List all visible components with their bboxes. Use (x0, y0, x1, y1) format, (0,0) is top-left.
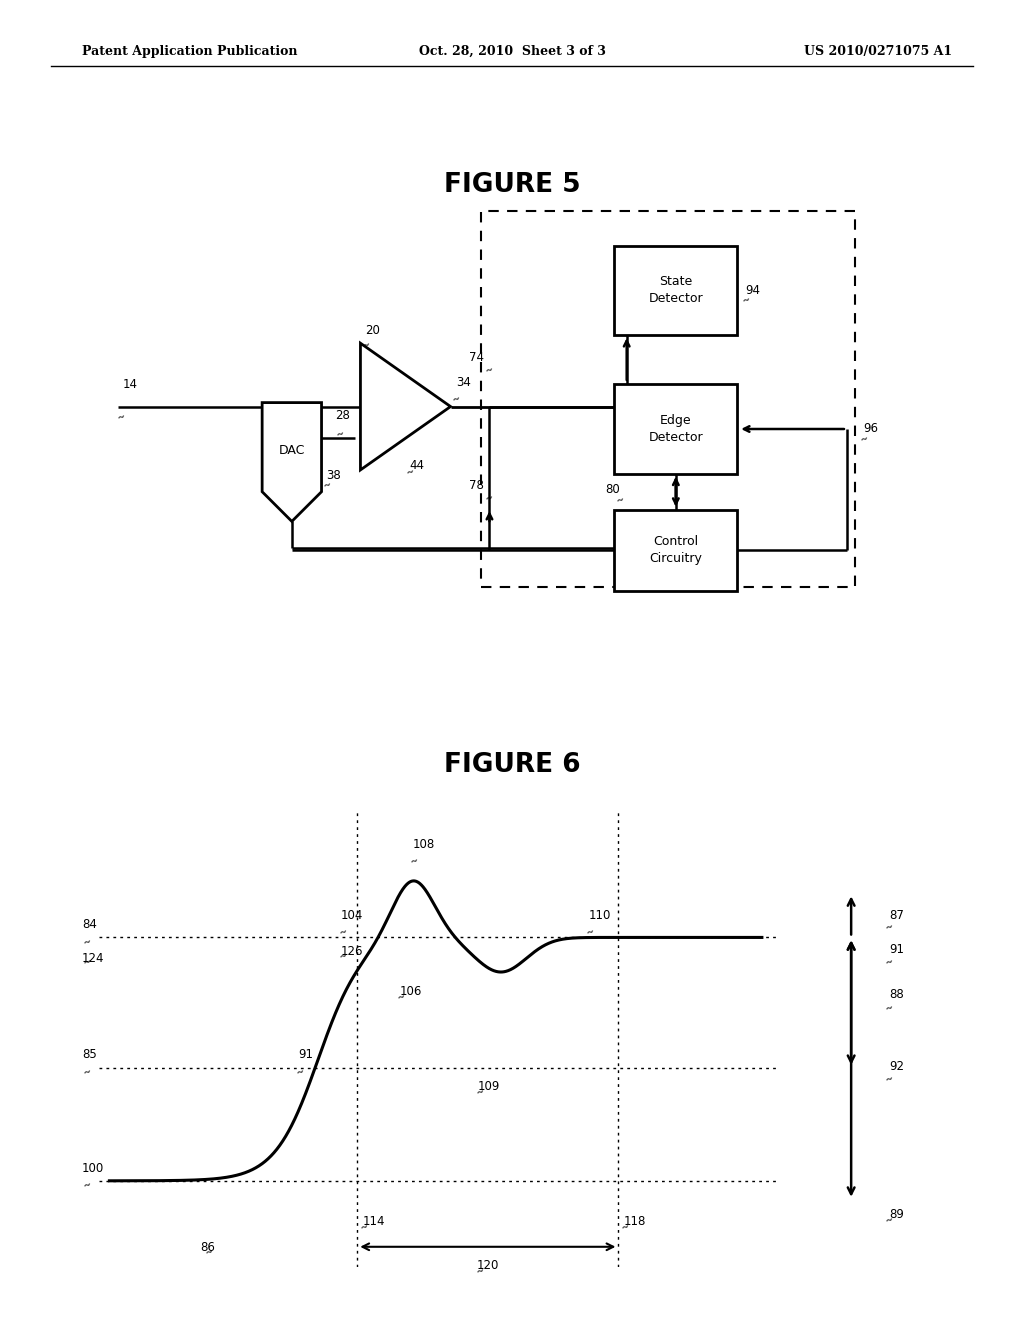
Text: 87: 87 (889, 909, 904, 921)
Text: 38: 38 (327, 469, 341, 482)
Text: ~: ~ (884, 1003, 895, 1015)
Text: 124: 124 (82, 952, 104, 965)
Text: FIGURE 5: FIGURE 5 (443, 172, 581, 198)
Text: 92: 92 (889, 1060, 904, 1073)
Text: 80: 80 (605, 483, 620, 496)
Text: FIGURE 6: FIGURE 6 (443, 752, 581, 779)
Text: ~: ~ (615, 494, 627, 507)
Text: 118: 118 (624, 1216, 646, 1229)
Text: 100: 100 (82, 1162, 104, 1175)
Text: ~: ~ (359, 1222, 371, 1234)
Text: ~: ~ (586, 927, 597, 939)
Text: ~: ~ (410, 855, 421, 869)
Text: ~: ~ (884, 1214, 895, 1226)
Text: 89: 89 (889, 1208, 904, 1221)
Text: ~: ~ (82, 1180, 93, 1192)
Text: State
Detector: State Detector (648, 276, 703, 305)
Text: 78: 78 (469, 479, 484, 492)
Text: ~: ~ (621, 1222, 632, 1234)
Text: US 2010/0271075 A1: US 2010/0271075 A1 (804, 45, 952, 58)
Text: ~: ~ (452, 393, 463, 407)
Text: 84: 84 (82, 919, 97, 931)
Text: 34: 34 (456, 376, 471, 389)
Text: 44: 44 (410, 459, 425, 473)
Text: 20: 20 (366, 323, 381, 337)
FancyBboxPatch shape (614, 384, 737, 474)
Text: ~: ~ (82, 1067, 93, 1078)
Text: Edge
Detector: Edge Detector (648, 414, 703, 444)
Text: ~: ~ (396, 991, 408, 1003)
Text: ~: ~ (884, 921, 895, 935)
Text: ~: ~ (117, 411, 128, 424)
Text: ~: ~ (338, 927, 349, 939)
Text: ~: ~ (406, 466, 417, 479)
Text: ~: ~ (204, 1247, 215, 1259)
Text: ~: ~ (475, 1086, 485, 1100)
Text: ~: ~ (338, 950, 349, 962)
Text: 109: 109 (478, 1080, 501, 1093)
Text: 74: 74 (469, 351, 484, 364)
Text: 96: 96 (863, 422, 879, 436)
Text: ~: ~ (884, 1073, 895, 1085)
Text: Patent Application Publication: Patent Application Publication (82, 45, 297, 58)
Text: ~: ~ (295, 1067, 306, 1078)
Text: 108: 108 (413, 838, 435, 851)
Text: ~: ~ (484, 364, 496, 378)
Text: ~: ~ (741, 294, 753, 308)
Polygon shape (360, 343, 451, 470)
Text: 91: 91 (299, 1048, 313, 1061)
Text: 114: 114 (362, 1216, 385, 1229)
Text: ~: ~ (884, 957, 895, 969)
FancyBboxPatch shape (614, 510, 737, 591)
Text: ~: ~ (859, 433, 870, 446)
Text: 88: 88 (889, 989, 903, 1002)
Text: Oct. 28, 2010  Sheet 3 of 3: Oct. 28, 2010 Sheet 3 of 3 (419, 45, 605, 58)
Text: ~: ~ (475, 1266, 485, 1278)
Text: 120: 120 (476, 1259, 499, 1272)
Text: ~: ~ (82, 936, 93, 948)
Text: ~: ~ (82, 957, 93, 969)
Text: 104: 104 (341, 908, 364, 921)
Text: ~: ~ (335, 428, 346, 441)
Text: ~: ~ (361, 339, 373, 352)
Text: ~: ~ (484, 492, 496, 506)
Text: 110: 110 (589, 908, 611, 921)
Polygon shape (262, 403, 322, 521)
Text: 14: 14 (123, 378, 138, 391)
Text: 85: 85 (82, 1048, 97, 1061)
Text: 91: 91 (889, 944, 904, 957)
Text: 86: 86 (200, 1241, 215, 1254)
FancyBboxPatch shape (614, 246, 737, 335)
Text: 94: 94 (745, 284, 761, 297)
Text: 28: 28 (335, 409, 350, 422)
Text: DAC: DAC (279, 444, 305, 457)
Text: Control
Circuitry: Control Circuitry (649, 536, 702, 565)
Text: 126: 126 (341, 945, 364, 958)
Text: ~: ~ (323, 479, 334, 492)
Text: 106: 106 (399, 985, 422, 998)
